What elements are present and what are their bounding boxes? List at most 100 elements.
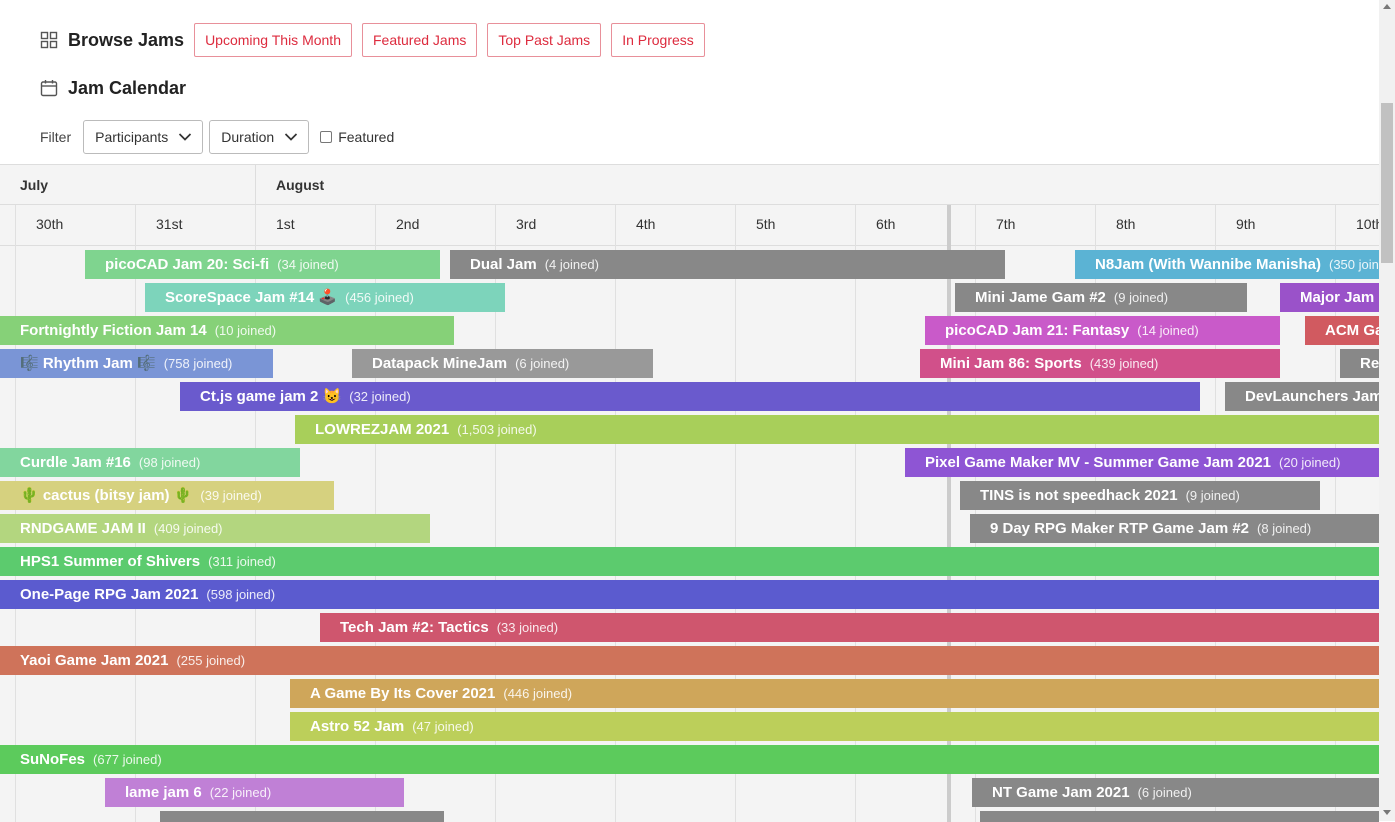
jam-bar[interactable]: Yaoi Game Jam 2021 (255 joined): [0, 646, 1379, 675]
jam-joined-count: (47 joined): [412, 719, 474, 734]
jam-bar[interactable]: Mini Jame Gam #2 (9 joined): [955, 283, 1247, 312]
day-label: 1st: [276, 216, 295, 232]
jam-joined-count: (9 joined): [1185, 488, 1240, 503]
jam-bar[interactable]: Tech Jam #2: Tactics (33 joined): [320, 613, 1379, 642]
day-column-line: [1335, 205, 1336, 822]
day-label: 10th: [1356, 216, 1379, 232]
jam-bar[interactable]: TINS is not speedhack 2021 (9 joined): [960, 481, 1320, 510]
day-column-line: [975, 205, 976, 822]
jam-bar[interactable]: Major Jam: [1280, 283, 1379, 312]
featured-label: Featured: [338, 129, 395, 145]
jam-name: ScoreSpace Jam #14 🕹️: [165, 289, 338, 306]
participants-dropdown[interactable]: Participants: [83, 120, 204, 154]
jam-bar[interactable]: Pixel Game Maker MV - Summer Game Jam 20…: [905, 448, 1379, 477]
month-label-july: July: [20, 177, 49, 193]
jam-bar[interactable]: lame jam 6 (22 joined): [105, 778, 404, 807]
jam-joined-count: (1,503 joined): [457, 422, 537, 437]
jam-bar[interactable]: [160, 811, 444, 822]
day-column-line: [615, 205, 616, 822]
day-column-line: [855, 205, 856, 822]
month-divider: [255, 165, 256, 204]
jam-bar[interactable]: Fortnightly Fiction Jam 14 (10 joined): [0, 316, 454, 345]
jam-name: Astro 52 Jam: [310, 718, 405, 735]
jam-name: picoCAD Jam 20: Sci-fi: [105, 256, 270, 273]
jam-joined-count: (409 joined): [153, 521, 223, 536]
jam-bar[interactable]: Re: [1340, 349, 1379, 378]
day-label: 2nd: [396, 216, 420, 232]
browse-jams-row: Browse Jams Upcoming This Month Featured…: [40, 22, 705, 58]
jam-bar[interactable]: [980, 811, 1379, 822]
jam-joined-count: (10 joined): [214, 323, 277, 338]
jam-joined-count: (255 joined): [176, 653, 246, 668]
duration-label: Duration: [221, 129, 275, 145]
grid-icon: [40, 31, 58, 49]
scroll-down-arrow-icon[interactable]: [1383, 810, 1391, 815]
tab-top-past-jams[interactable]: Top Past Jams: [487, 23, 602, 57]
jam-bar[interactable]: picoCAD Jam 20: Sci-fi (34 joined): [85, 250, 440, 279]
day-label: 30th: [36, 216, 64, 232]
jam-name: 🌵 cactus (bitsy jam) 🌵: [20, 487, 193, 504]
day-label: 5th: [756, 216, 776, 232]
jam-name: Datapack MineJam: [372, 355, 508, 372]
jam-joined-count: (33 joined): [496, 620, 559, 635]
jam-bar[interactable]: 9 Day RPG Maker RTP Game Jam #2 (8 joined…: [970, 514, 1379, 543]
day-column-line: [1215, 205, 1216, 822]
jam-bar[interactable]: ACM Ga: [1305, 316, 1379, 345]
jam-name: Curdle Jam #16: [20, 454, 131, 471]
jam-bar[interactable]: 🌵 cactus (bitsy jam) 🌵 (39 joined): [0, 481, 334, 510]
jam-name: Yaoi Game Jam 2021: [20, 652, 169, 669]
jam-name: DevLaunchers Jam: [1245, 388, 1379, 405]
jam-bar[interactable]: Ct.js game jam 2 😺 (32 joined): [180, 382, 1200, 411]
jam-joined-count: (439 joined): [1089, 356, 1159, 371]
day-label: 7th: [996, 216, 1016, 232]
tab-upcoming-this-month[interactable]: Upcoming This Month: [194, 23, 352, 57]
day-label: 31st: [156, 216, 183, 232]
jam-name: HPS1 Summer of Shivers: [20, 553, 201, 570]
day-label: 4th: [636, 216, 656, 232]
featured-checkbox[interactable]: [320, 131, 333, 143]
jam-bar[interactable]: Curdle Jam #16 (98 joined): [0, 448, 300, 477]
jam-bar[interactable]: HPS1 Summer of Shivers (311 joined): [0, 547, 1379, 576]
jam-bar[interactable]: Datapack MineJam (6 joined): [352, 349, 653, 378]
jam-name: 🎼 Rhythm Jam 🎼: [20, 355, 156, 372]
jam-bar[interactable]: One-Page RPG Jam 2021 (598 joined): [0, 580, 1379, 609]
jam-bar[interactable]: N8Jam (With Wannibe Manisha) (350 joined): [1075, 250, 1379, 279]
jam-name: ACM Ga: [1325, 322, 1379, 339]
jam-name: Re: [1360, 355, 1379, 372]
jam-bar[interactable]: Dual Jam (4 joined): [450, 250, 1005, 279]
jam-name: Major Jam: [1300, 289, 1375, 306]
jam-joined-count: (14 joined): [1137, 323, 1199, 338]
day-column-line: [255, 205, 256, 822]
jam-bar[interactable]: ScoreSpace Jam #14 🕹️ (456 joined): [145, 283, 505, 312]
jam-bar[interactable]: 🎼 Rhythm Jam 🎼 (758 joined): [0, 349, 273, 378]
jam-bar[interactable]: NT Game Jam 2021 (6 joined): [972, 778, 1379, 807]
jam-name: Fortnightly Fiction Jam 14: [20, 322, 207, 339]
jam-bar[interactable]: DevLaunchers Jam: [1225, 382, 1379, 411]
jam-bar[interactable]: picoCAD Jam 21: Fantasy (14 joined): [925, 316, 1280, 345]
day-header-row: 30th 31st 1st 2nd 3rd 4th 5th 6th 7th 8th 9th 10th: [0, 205, 1379, 246]
duration-dropdown[interactable]: Duration: [209, 120, 310, 154]
day-label: 3rd: [516, 216, 537, 232]
scrollbar-thumb[interactable]: [1381, 103, 1393, 263]
jam-bar[interactable]: SuNoFes (677 joined): [0, 745, 1379, 774]
jam-joined-count: (20 joined): [1279, 455, 1341, 470]
jam-bar[interactable]: RNDGAME JAM II (409 joined): [0, 514, 430, 543]
jam-joined-count: (34 joined): [277, 257, 339, 272]
jam-name: Mini Jame Gam #2: [975, 289, 1106, 306]
day-column-line: [15, 205, 16, 822]
jam-bar[interactable]: A Game By Its Cover 2021 (446 joined): [290, 679, 1379, 708]
chevron-down-icon: [285, 133, 298, 141]
jam-joined-count: (39 joined): [200, 488, 262, 503]
jam-bar[interactable]: LOWREZJAM 2021 (1,503 joined): [295, 415, 1379, 444]
scroll-up-arrow-icon[interactable]: [1383, 4, 1391, 9]
featured-checkbox-wrap[interactable]: Featured: [320, 129, 394, 145]
jam-joined-count: (9 joined): [1113, 290, 1169, 305]
day-label: 8th: [1116, 216, 1136, 232]
jam-bar[interactable]: Mini Jam 86: Sports (439 joined): [920, 349, 1280, 378]
jam-bar[interactable]: Astro 52 Jam (47 joined): [290, 712, 1379, 741]
jam-calendar: July August 30th 31st 1st 2nd 3rd 4th 5th 6th 7t…: [0, 164, 1379, 822]
tab-in-progress[interactable]: In Progress: [611, 23, 705, 57]
tab-featured-jams[interactable]: Featured Jams: [361, 23, 478, 57]
jam-joined-count: (98 joined): [138, 455, 201, 470]
jam-name: N8Jam (With Wannibe Manisha): [1095, 256, 1321, 273]
